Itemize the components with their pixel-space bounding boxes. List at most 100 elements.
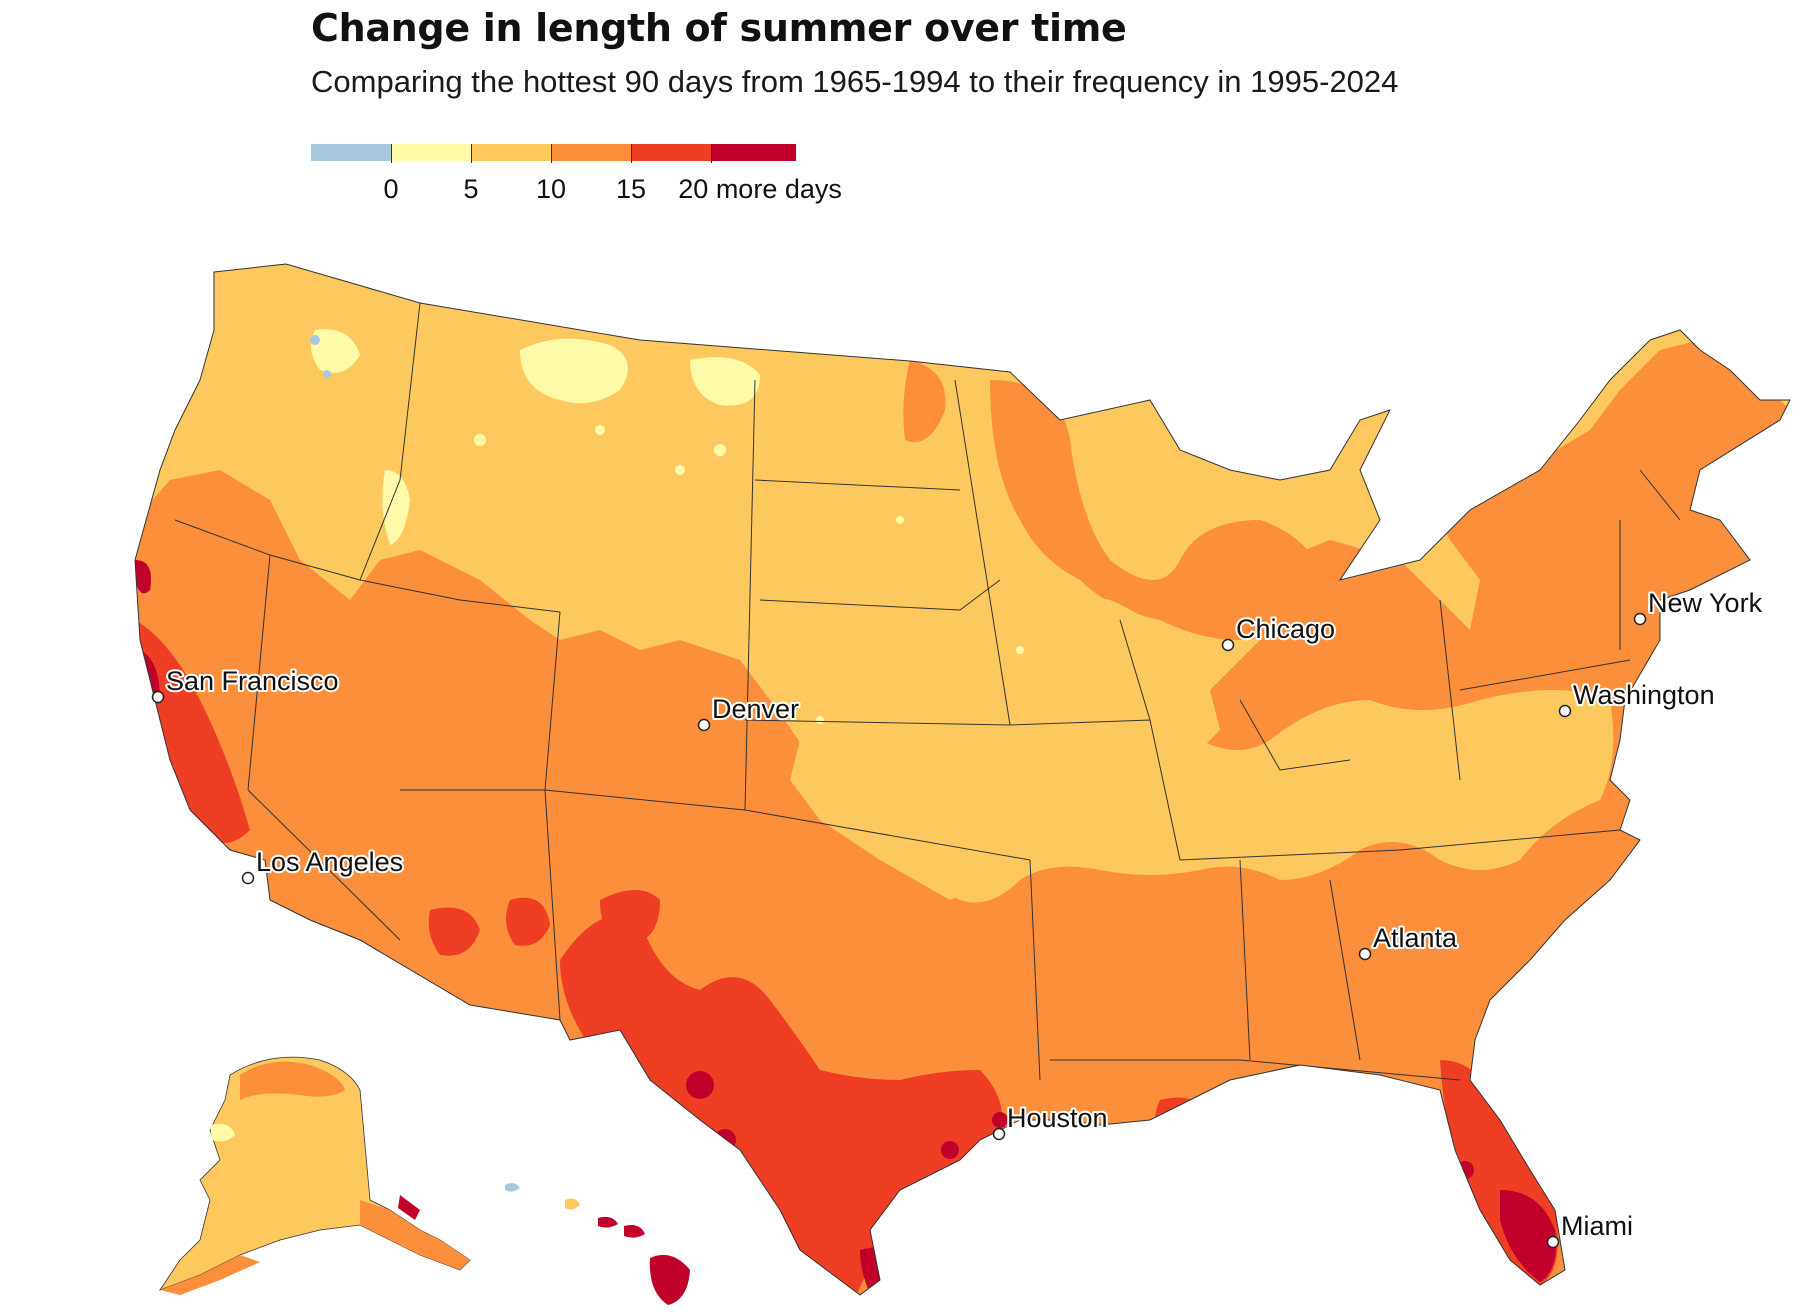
heat-spot-0-5: [595, 425, 605, 435]
state-border: [544, 789, 561, 1021]
state-border: [1439, 599, 1461, 781]
heat-zone-15-20: [135, 620, 250, 843]
heat-zone-20-plus: [1500, 1190, 1556, 1282]
city-label-washington: Washington: [1573, 680, 1715, 710]
alaska-heat-zone-10-15: [160, 1255, 260, 1295]
state-border: [744, 379, 756, 811]
heat-zone-10-15: [903, 360, 946, 442]
legend-swatch-10-15: [551, 144, 631, 161]
hawaii-island: [598, 1216, 618, 1228]
city-label-miami: Miami: [1561, 1211, 1633, 1241]
state-border: [1239, 859, 1251, 1061]
city-label-denver: Denver: [712, 694, 799, 724]
heat-spot-20-plus: [1169, 1114, 1191, 1136]
city-marker-miami: [1546, 1235, 1560, 1249]
alaska-heat-zone-10-15: [240, 1061, 345, 1100]
hawaii-island: [565, 1198, 580, 1210]
state-border: [1119, 619, 1151, 721]
chart-title: Change in length of summer over time: [311, 6, 1127, 50]
state-border: [1459, 659, 1631, 691]
heat-spot-0-5: [896, 516, 904, 524]
city-label-san-francisco: San Francisco: [166, 666, 339, 696]
heat-zone-0-5: [690, 357, 760, 406]
heat-zone-0-5: [520, 338, 628, 404]
heat-zone-20-plus: [135, 560, 151, 594]
legend-tick-label-0: 0: [383, 174, 399, 204]
state-border: [174, 519, 561, 613]
legend-swatch-0-5: [391, 144, 471, 161]
heat-zone-0-5: [382, 470, 410, 545]
city-markers: San Francisco Los Angeles Denver Chicago…: [151, 586, 1765, 1249]
hawaii: [505, 1183, 690, 1305]
state-borders: [174, 302, 1681, 1081]
state-border: [1179, 829, 1621, 861]
alaska-heat-zone-10-15: [360, 1200, 470, 1270]
state-border: [1050, 1059, 1461, 1081]
legend-tick-label-20: 20 more days: [678, 174, 842, 204]
heat-spot-0-5: [1016, 646, 1024, 654]
state-border: [954, 379, 1011, 726]
legend-swatch-5-10: [471, 144, 551, 161]
city-label-chicago: Chicago: [1236, 614, 1335, 644]
city-marker-san-francisco: [151, 690, 165, 704]
city-marker-washington: [1558, 704, 1572, 718]
city-marker-denver: [697, 718, 711, 732]
heat-spot-20-plus: [992, 1112, 1008, 1128]
state-border: [247, 554, 271, 791]
alaska-heat-zone-20-plus: [398, 1195, 420, 1220]
heat-spot-minus: [310, 335, 320, 345]
heat-zone-15-20: [428, 907, 480, 956]
hawaii-island: [624, 1225, 645, 1238]
heat-zone-15-20: [600, 890, 660, 945]
city-label-new-york: New York: [1648, 588, 1763, 618]
city-marker-chicago: [1221, 638, 1235, 652]
legend-swatch-minus: [311, 144, 391, 161]
legend-tick: [551, 144, 552, 163]
state-border: [1239, 699, 1351, 771]
heat-spot-0-5: [675, 465, 685, 475]
city-marker-new-york: [1633, 612, 1647, 626]
legend-tick: [711, 144, 712, 163]
city-label-los-angeles: Los Angeles: [256, 847, 403, 877]
heat-zone-20-plus: [860, 1246, 935, 1295]
city-marker-houston: [992, 1127, 1006, 1141]
heat-spot-20-plus: [1456, 1161, 1474, 1179]
heat-zone-0-5: [311, 329, 360, 373]
alaska-heat-zone-0-5: [210, 1123, 235, 1142]
hawaii-island: [505, 1183, 520, 1192]
state-border: [1639, 469, 1681, 521]
city-label-houston: Houston: [1007, 1103, 1108, 1133]
heat-spot-0-5: [714, 444, 726, 456]
legend-tick: [391, 144, 392, 163]
legend-swatch-15-20: [631, 144, 711, 161]
state-border: [744, 809, 1031, 861]
heat-spot-minus: [323, 370, 331, 378]
heat-spot-20-plus: [941, 1141, 959, 1159]
heat-zone-15-20: [506, 897, 550, 946]
heat-spot-0-5: [816, 716, 824, 724]
heat-zone-10-15: [990, 380, 1330, 640]
city-marker-atlanta: [1358, 947, 1372, 961]
state-border: [754, 479, 961, 491]
legend-tick: [471, 144, 472, 163]
state-border: [744, 719, 1011, 726]
chart-subtitle: Comparing the hottest 90 days from 1965-…: [311, 64, 1399, 99]
city-marker-los-angeles: [241, 871, 255, 885]
color-legend: 0 5 10 15 20 more days: [311, 144, 911, 214]
heat-spot-20-plus: [714, 1129, 736, 1151]
legend-tick-label-15: 15: [615, 174, 647, 204]
legend-swatch-20-plus: [711, 144, 796, 161]
state-border: [359, 302, 421, 581]
legend-tick: [631, 144, 632, 163]
heat-spot-20-plus: [686, 1071, 714, 1099]
state-border: [1329, 879, 1361, 1061]
city-label-atlanta: Atlanta: [1373, 923, 1458, 953]
state-border: [544, 611, 561, 791]
alaska: [158, 1056, 471, 1295]
heat-spot-0-5: [474, 434, 486, 446]
hawaii-island: [649, 1254, 690, 1305]
heat-zone-5-10: [756, 580, 1614, 903]
state-border: [759, 579, 1001, 611]
state-border: [247, 789, 401, 941]
